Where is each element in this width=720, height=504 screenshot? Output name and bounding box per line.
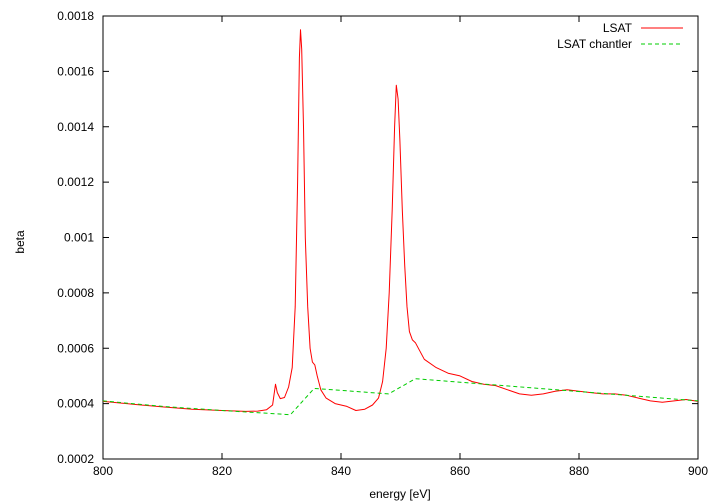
x-tick-label: 880: [569, 464, 589, 478]
series-line-lsat-chantler: [102, 378, 699, 416]
y-tick-label: 0.0014: [57, 120, 94, 134]
legend-label-lsat: LSAT: [603, 21, 633, 35]
legend-label-lsat-chantler: LSAT chantler: [557, 37, 632, 51]
y-axis-label: beta: [13, 230, 27, 254]
plot-frame: [102, 15, 699, 460]
x-tick-label: 820: [212, 464, 232, 478]
y-tick-label: 0.0002: [57, 452, 94, 466]
y-tick-label: 0.0004: [57, 397, 94, 411]
y-tick-label: 0.001: [64, 231, 94, 245]
x-tick-label: 840: [331, 464, 351, 478]
axis-ticks: 800 820 840 860 880 900 0.0002 0.0004 0.0006 0.00…: [57, 9, 708, 478]
x-tick-label: 900: [688, 464, 708, 478]
x-tick-label: 800: [93, 464, 113, 478]
x-axis-label: energy [eV]: [369, 487, 430, 501]
series-lines: [102, 29, 699, 416]
y-tick-label: 0.0006: [57, 341, 94, 355]
y-tick-label: 0.0016: [57, 64, 94, 78]
series-line-lsat: [102, 29, 699, 412]
y-tick-label: 0.0018: [57, 9, 94, 23]
x-tick-label: 860: [450, 464, 470, 478]
y-tick-label: 0.0012: [57, 175, 94, 189]
y-tick-label: 0.0008: [57, 286, 94, 300]
legend: LSAT LSAT chantler: [557, 21, 683, 51]
